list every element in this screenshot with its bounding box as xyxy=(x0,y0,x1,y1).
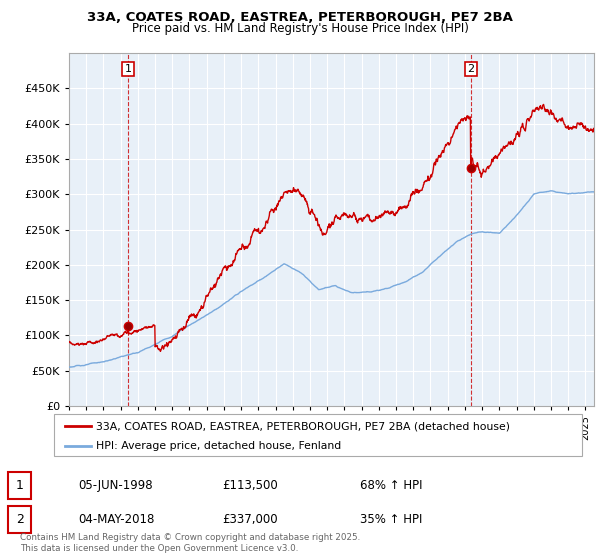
Text: £337,000: £337,000 xyxy=(222,513,278,526)
Text: 1: 1 xyxy=(125,64,131,74)
Text: 33A, COATES ROAD, EASTREA, PETERBOROUGH, PE7 2BA: 33A, COATES ROAD, EASTREA, PETERBOROUGH,… xyxy=(87,11,513,24)
Text: 04-MAY-2018: 04-MAY-2018 xyxy=(78,513,154,526)
Text: 35% ↑ HPI: 35% ↑ HPI xyxy=(360,513,422,526)
Text: Contains HM Land Registry data © Crown copyright and database right 2025.
This d: Contains HM Land Registry data © Crown c… xyxy=(20,533,360,553)
Text: 2: 2 xyxy=(16,513,24,526)
Text: £113,500: £113,500 xyxy=(222,479,278,492)
Text: 2: 2 xyxy=(467,64,475,74)
Text: 68% ↑ HPI: 68% ↑ HPI xyxy=(360,479,422,492)
Text: Price paid vs. HM Land Registry's House Price Index (HPI): Price paid vs. HM Land Registry's House … xyxy=(131,22,469,35)
Text: 33A, COATES ROAD, EASTREA, PETERBOROUGH, PE7 2BA (detached house): 33A, COATES ROAD, EASTREA, PETERBOROUGH,… xyxy=(96,421,510,431)
Text: 1: 1 xyxy=(16,479,24,492)
Text: 05-JUN-1998: 05-JUN-1998 xyxy=(78,479,152,492)
Text: HPI: Average price, detached house, Fenland: HPI: Average price, detached house, Fenl… xyxy=(96,441,341,451)
